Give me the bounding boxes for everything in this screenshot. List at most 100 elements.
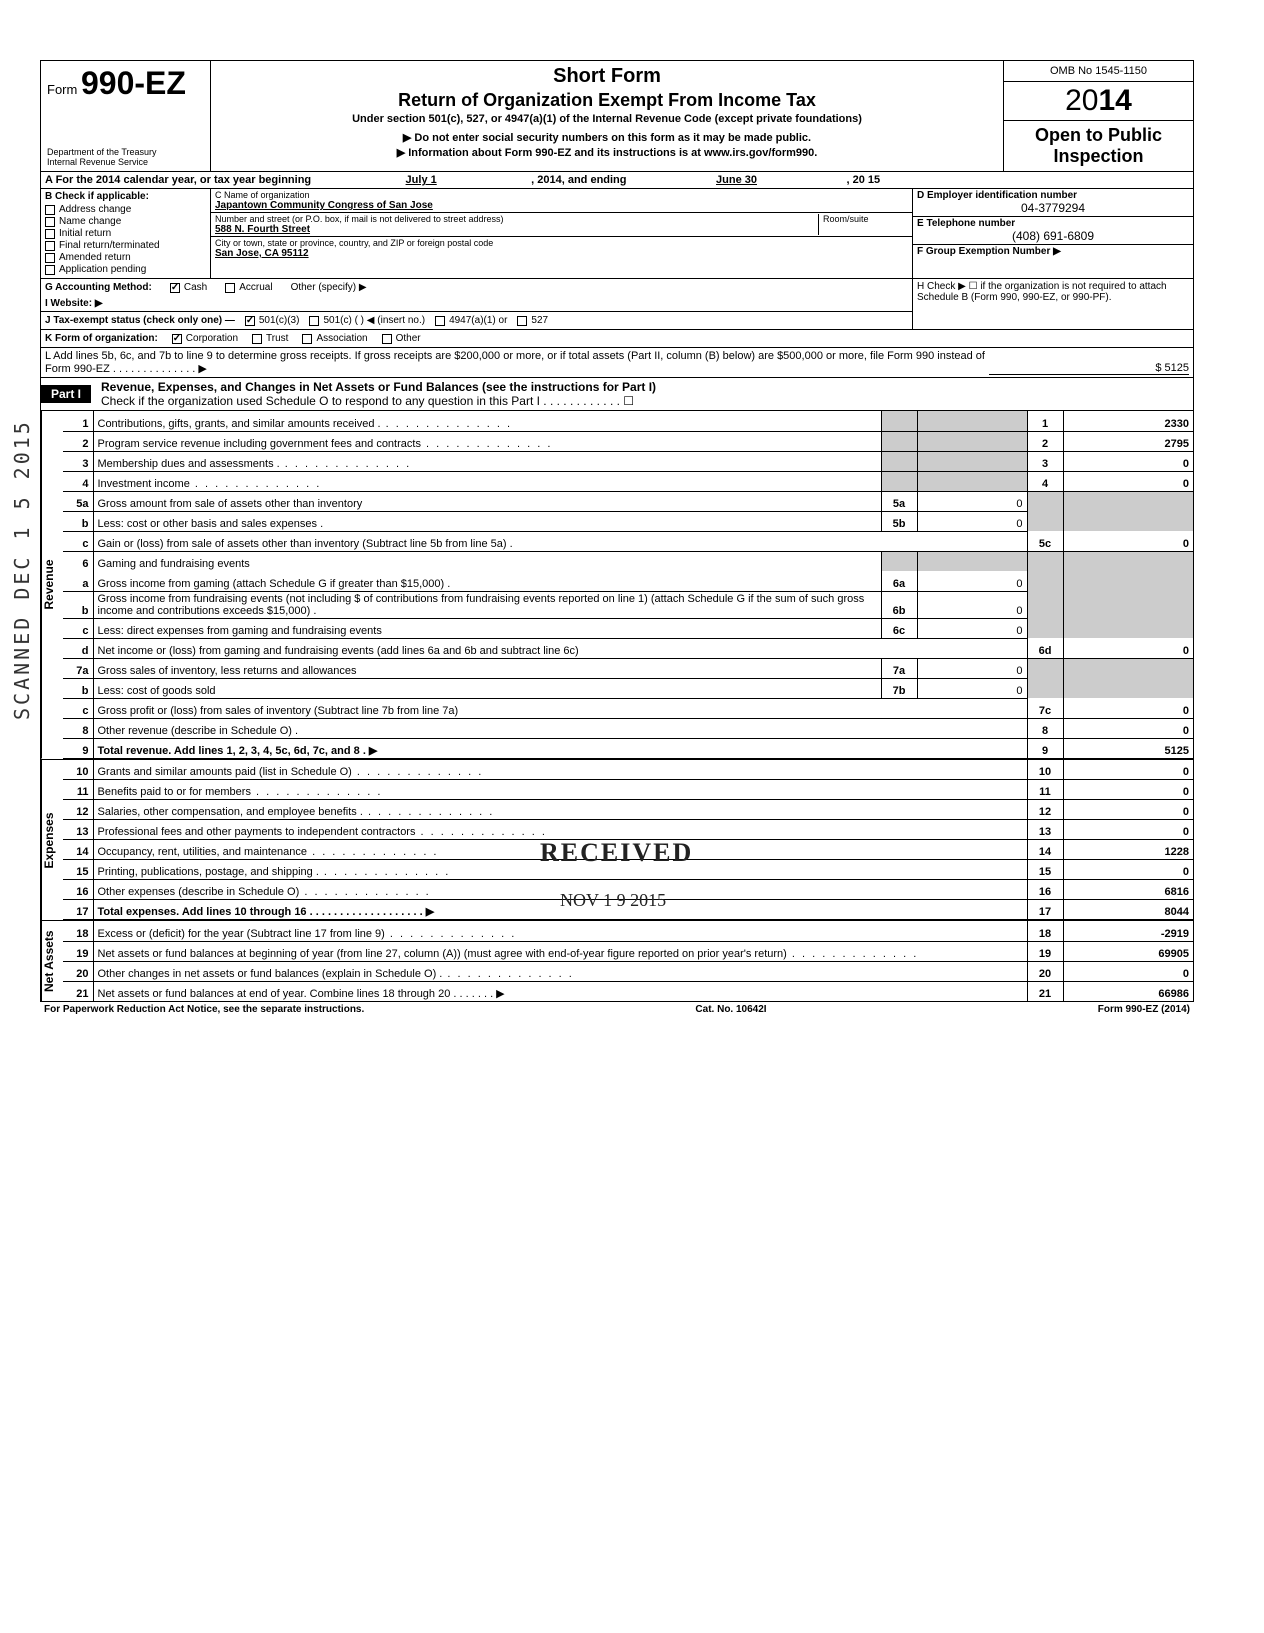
l6a-mbox: 6a — [881, 571, 917, 591]
l21-val: 66986 — [1063, 981, 1193, 1001]
l10-val: 0 — [1063, 760, 1193, 780]
l21-box: 21 — [1027, 981, 1063, 1001]
check-address-change[interactable] — [45, 205, 55, 215]
l7c-val: 0 — [1063, 698, 1193, 718]
l16-val: 6816 — [1063, 880, 1193, 900]
l13-box: 13 — [1027, 820, 1063, 840]
check-other-org[interactable] — [382, 334, 392, 344]
l6-desc: Gaming and fundraising events — [93, 551, 881, 571]
l21-num: 21 — [63, 981, 93, 1001]
phone-label: E Telephone number — [917, 218, 1015, 229]
l5c-box: 5c — [1027, 531, 1063, 551]
label-other-org: Other — [396, 333, 421, 344]
check-name-change[interactable] — [45, 217, 55, 227]
line-a-begin: July 1 — [351, 174, 491, 186]
l9-box: 9 — [1027, 738, 1063, 758]
check-application-pending[interactable] — [45, 265, 55, 275]
check-4947a1[interactable] — [435, 316, 445, 326]
footer-right: Form 990-EZ (2014) — [1098, 1004, 1190, 1015]
year-cell: OMB No 1545-1150 2014 Open to Public Ins… — [1003, 61, 1193, 171]
l2-box: 2 — [1027, 431, 1063, 451]
label-initial-return: Initial return — [59, 228, 111, 239]
l6c-num: c — [63, 618, 93, 638]
line-h: H Check ▶ ☐ if the organization is not r… — [913, 279, 1193, 329]
l15-desc: Printing, publications, postage, and shi… — [93, 860, 1027, 880]
l11-box: 11 — [1027, 780, 1063, 800]
line-j: J Tax-exempt status (check only one) — 5… — [41, 312, 912, 329]
title-subtitle: Under section 501(c), 527, or 4947(a)(1)… — [217, 113, 997, 125]
check-trust[interactable] — [252, 334, 262, 344]
l7b-desc: Less: cost of goods sold — [93, 678, 881, 698]
l8-desc: Other revenue (describe in Schedule O) . — [93, 718, 1027, 738]
ein-value: 04-3779294 — [917, 201, 1189, 215]
check-accrual[interactable] — [225, 283, 235, 293]
check-cash[interactable] — [170, 283, 180, 293]
check-501c3[interactable] — [245, 316, 255, 326]
l5a-num: 5a — [63, 491, 93, 511]
line-l: L Add lines 5b, 6c, and 7b to line 9 to … — [41, 348, 1193, 378]
l7a-num: 7a — [63, 658, 93, 678]
form-990ez: Form 990-EZ Department of the Treasury I… — [40, 60, 1194, 1002]
form-footer: For Paperwork Reduction Act Notice, see … — [40, 1002, 1194, 1017]
ein-label: D Employer identification number — [917, 190, 1077, 201]
l10-num: 10 — [63, 760, 93, 780]
check-initial-return[interactable] — [45, 229, 55, 239]
l6d-num: d — [63, 638, 93, 658]
l20-box: 20 — [1027, 961, 1063, 981]
l8-box: 8 — [1027, 718, 1063, 738]
l14-box: 14 — [1027, 840, 1063, 860]
label-other-method: Other (specify) ▶ — [291, 282, 367, 293]
form-prefix: Form — [47, 82, 77, 97]
check-527[interactable] — [517, 316, 527, 326]
l18-desc: Excess or (deficit) for the year (Subtra… — [93, 921, 1027, 941]
check-amended-return[interactable] — [45, 253, 55, 263]
city-label: City or town, state or province, country… — [215, 238, 908, 248]
l6d-desc: Net income or (loss) from gaming and fun… — [93, 638, 1027, 658]
title-return: Return of Organization Exempt From Incom… — [217, 90, 997, 111]
line-k: K Form of organization: Corporation Trus… — [41, 330, 1193, 348]
section-b: B Check if applicable: Address change Na… — [41, 189, 211, 278]
dept-label: Department of the Treasury Internal Reve… — [47, 147, 204, 167]
label-final-return: Final return/terminated — [59, 240, 160, 251]
omb-number: OMB No 1545-1150 — [1004, 61, 1193, 82]
label-corporation: Corporation — [186, 333, 238, 344]
l5c-val: 0 — [1063, 531, 1193, 551]
label-501c3: 501(c)(3) — [259, 315, 300, 326]
l1-box: 1 — [1027, 411, 1063, 431]
l19-val: 69905 — [1063, 941, 1193, 961]
org-street: 588 N. Fourth Street — [215, 224, 310, 235]
check-corporation[interactable] — [172, 334, 182, 344]
check-final-return[interactable] — [45, 241, 55, 251]
l7c-desc: Gross profit or (loss) from sales of inv… — [93, 698, 1027, 718]
l5b-desc: Less: cost or other basis and sales expe… — [93, 511, 881, 531]
label-association: Association — [316, 333, 367, 344]
line-g-label: G Accounting Method: — [45, 282, 152, 293]
footer-mid: Cat. No. 10642I — [695, 1004, 766, 1015]
l18-box: 18 — [1027, 921, 1063, 941]
netassets-table: 18Excess or (deficit) for the year (Subt… — [63, 921, 1193, 1001]
check-501c[interactable] — [309, 316, 319, 326]
line-a-end: June 30 — [667, 174, 807, 186]
l13-desc: Professional fees and other payments to … — [93, 820, 1027, 840]
l17-num: 17 — [63, 900, 93, 920]
l3-val: 0 — [1063, 451, 1193, 471]
l16-desc: Other expenses (describe in Schedule O) — [93, 880, 1027, 900]
l16-box: 16 — [1027, 880, 1063, 900]
part1-tab: Part I — [41, 385, 91, 403]
l2-val: 2795 — [1063, 431, 1193, 451]
l7a-mval: 0 — [917, 658, 1027, 678]
l5b-mbox: 5b — [881, 511, 917, 531]
street-label: Number and street (or P.O. box, if mail … — [215, 214, 818, 224]
check-association[interactable] — [302, 334, 312, 344]
revenue-label: Revenue — [41, 411, 63, 759]
l1-desc: Contributions, gifts, grants, and simila… — [93, 411, 881, 431]
l10-desc: Grants and similar amounts paid (list in… — [93, 760, 1027, 780]
l5c-num: c — [63, 531, 93, 551]
form-number: 990-EZ — [81, 65, 186, 101]
label-name-change: Name change — [59, 216, 121, 227]
l6a-num: a — [63, 571, 93, 591]
line-i-label: I Website: ▶ — [45, 298, 103, 309]
line-j-label: J Tax-exempt status (check only one) — — [45, 315, 235, 326]
label-501c: 501(c) ( ) ◀ (insert no.) — [323, 315, 425, 326]
l5b-mval: 0 — [917, 511, 1027, 531]
